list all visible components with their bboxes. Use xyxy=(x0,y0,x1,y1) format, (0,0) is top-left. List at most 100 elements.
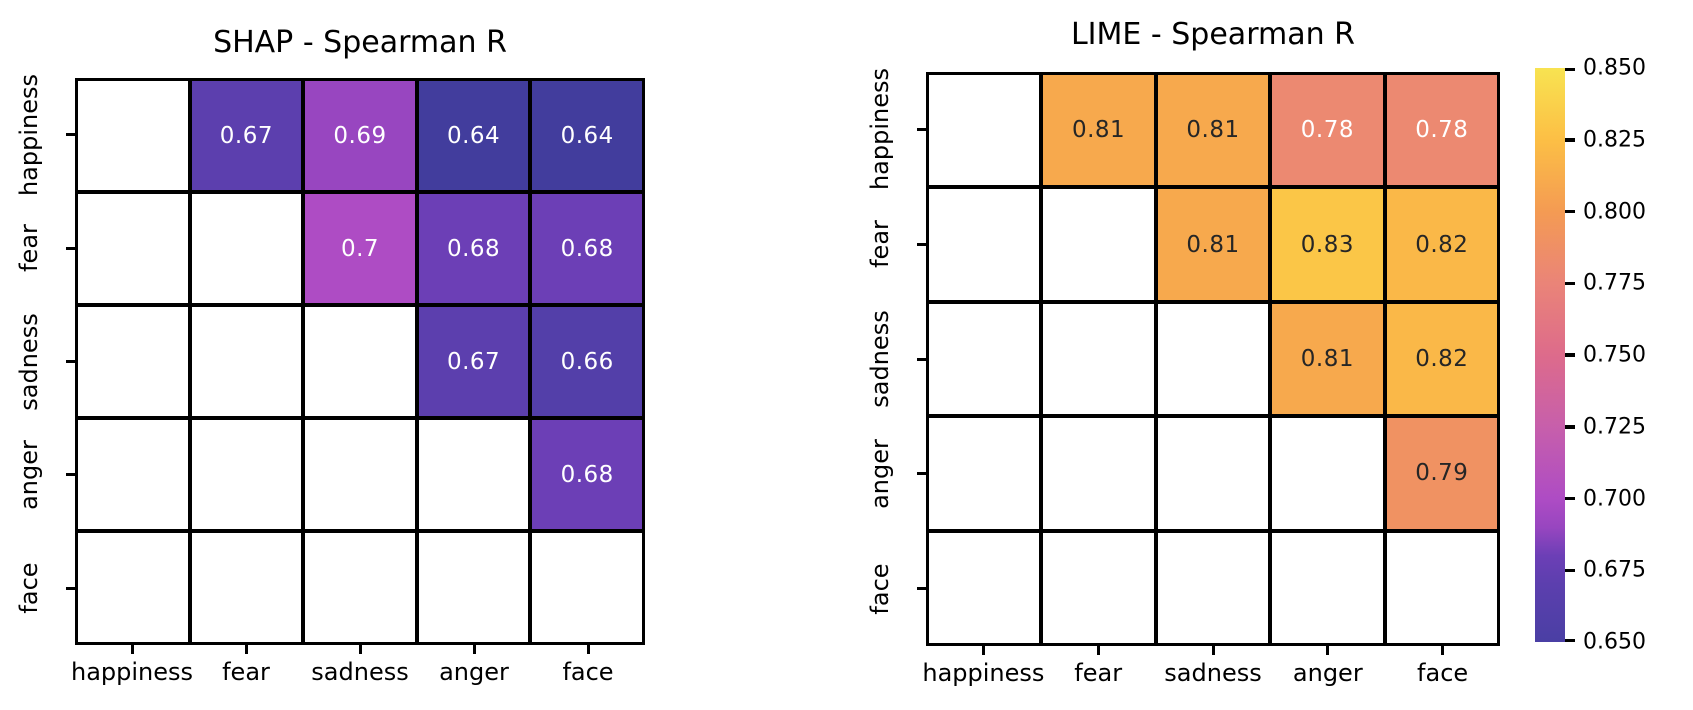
heatmap-cell xyxy=(1272,418,1383,529)
cell-value: 0.68 xyxy=(446,235,501,262)
cell-value: 0.67 xyxy=(219,122,273,149)
heatmap-cell xyxy=(305,533,415,642)
x-tick-label: face xyxy=(562,658,614,686)
colorbar-tick-mark xyxy=(1565,568,1575,572)
heatmap-cell: 0.82 xyxy=(1386,189,1497,300)
heatmap-cell xyxy=(1043,189,1154,300)
colorbar-tick-mark xyxy=(1565,425,1575,429)
colorbar-tick-label: 0.800 xyxy=(1583,199,1646,224)
heatmap-cell xyxy=(1043,303,1154,415)
cell-value: 0.7 xyxy=(340,235,380,262)
heatmap-cell: 0.81 xyxy=(1043,75,1154,186)
lime-plot-title: LIME - Spearman R xyxy=(1070,17,1356,52)
y-tick-mark xyxy=(917,357,926,361)
y-tick-label: sadness xyxy=(15,312,43,411)
cell-value: 0.82 xyxy=(1415,231,1469,258)
heatmap-cell xyxy=(1043,418,1154,529)
colorbar-tick-label: 0.775 xyxy=(1583,270,1646,296)
x-tick-label: sadness xyxy=(311,658,409,686)
heatmap-cell: 0.79 xyxy=(1386,418,1497,529)
heatmap-cell: 0.82 xyxy=(1386,303,1497,415)
cell-value: 0.79 xyxy=(1415,460,1469,487)
heatmap-cell xyxy=(418,533,529,642)
colorbar-tick-label: 0.650 xyxy=(1583,629,1646,655)
y-tick-mark xyxy=(917,242,926,246)
heatmap-cell xyxy=(191,533,302,642)
cell-value: 0.68 xyxy=(560,461,614,488)
x-tick-mark xyxy=(981,646,985,655)
heatmap-cell: 0.68 xyxy=(418,194,529,303)
y-tick-mark xyxy=(66,246,75,250)
shap-heatmap: 0.67 0.69 0.64 0.64 0.7 0.68 0.68 0.67 0.66 0.68 xyxy=(75,78,645,645)
x-tick-mark xyxy=(1211,646,1215,655)
heatmap-cell xyxy=(929,532,1040,643)
heatmap-cell: 0.68 xyxy=(532,420,642,529)
y-tick-label: fear xyxy=(15,224,43,272)
heatmap-cell xyxy=(191,420,302,529)
heatmap-cell: 0.69 xyxy=(305,81,415,190)
heatmap-cell xyxy=(929,75,1040,186)
y-tick-label: happiness xyxy=(866,68,894,191)
y-tick-mark xyxy=(917,127,926,131)
cell-value: 0.83 xyxy=(1300,231,1354,258)
x-tick-mark xyxy=(1326,646,1330,655)
y-tick-label: fear xyxy=(866,220,894,269)
colorbar-tick-label: 0.675 xyxy=(1583,557,1646,583)
colorbar-tick-mark xyxy=(1565,67,1575,72)
heatmap-cell: 0.83 xyxy=(1272,189,1383,300)
lime-heatmap: 0.81 0.81 0.78 0.78 0.81 0.83 0.82 0.81 0.82 0.79 xyxy=(926,72,1500,646)
y-tick-mark xyxy=(66,133,75,137)
colorbar-tick-label: 0.750 xyxy=(1583,342,1646,368)
heatmap-cell xyxy=(78,307,188,416)
colorbar-tick-label: 0.700 xyxy=(1583,486,1646,511)
cell-value: 0.78 xyxy=(1415,117,1469,144)
colorbar-tick-label: 0.850 xyxy=(1583,55,1646,81)
y-tick-mark xyxy=(66,586,75,590)
y-tick-label: face xyxy=(15,562,43,614)
cell-value: 0.64 xyxy=(446,122,501,149)
cell-value: 0.68 xyxy=(560,235,614,262)
x-tick-mark xyxy=(472,645,476,654)
cell-value: 0.81 xyxy=(1300,345,1354,372)
heatmap-cell xyxy=(78,194,188,303)
heatmap-cell xyxy=(929,303,1040,415)
y-tick-label: happiness xyxy=(15,73,43,196)
cell-value: 0.78 xyxy=(1300,117,1354,144)
y-tick-label: sadness xyxy=(866,310,894,408)
heatmap-cell xyxy=(78,420,188,529)
x-tick-mark xyxy=(1441,646,1445,655)
heatmap-cell: 0.81 xyxy=(1157,189,1269,300)
cell-value: 0.81 xyxy=(1186,231,1240,258)
y-tick-mark xyxy=(66,473,75,477)
colorbar-tick-mark xyxy=(1565,496,1575,501)
heatmap-cell xyxy=(1043,532,1154,643)
colorbar-gradient xyxy=(1535,68,1565,642)
heatmap-cell: 0.7 xyxy=(305,194,415,303)
heatmap-cell xyxy=(191,194,302,303)
cell-value: 0.67 xyxy=(446,348,501,375)
x-tick-label: happiness xyxy=(70,658,194,686)
heatmap-cell xyxy=(78,81,188,190)
x-tick-label: happiness xyxy=(922,659,1045,687)
y-tick-mark xyxy=(66,360,75,363)
heatmap-cell: 0.78 xyxy=(1386,75,1497,186)
x-tick-mark xyxy=(586,645,590,654)
heatmap-cell xyxy=(1272,532,1383,643)
cell-value: 0.69 xyxy=(333,122,387,149)
colorbar-tick-label: 0.825 xyxy=(1583,127,1646,153)
heatmap-cell: 0.81 xyxy=(1272,303,1383,415)
x-tick-mark xyxy=(358,645,362,654)
x-tick-label: fear xyxy=(222,658,270,686)
heatmap-cell xyxy=(929,418,1040,529)
heatmap-cell xyxy=(305,307,415,416)
heatmap-cell xyxy=(1157,418,1269,529)
heatmap-cell: 0.68 xyxy=(532,194,642,303)
y-tick-label: face xyxy=(866,563,894,615)
heatmap-cell: 0.66 xyxy=(532,307,642,416)
heatmap-cell xyxy=(191,307,302,416)
x-tick-label: anger xyxy=(1292,659,1363,687)
cell-value: 0.64 xyxy=(560,122,614,149)
heatmap-cell: 0.64 xyxy=(532,81,642,190)
colorbar-tick-label: 0.725 xyxy=(1583,414,1646,440)
